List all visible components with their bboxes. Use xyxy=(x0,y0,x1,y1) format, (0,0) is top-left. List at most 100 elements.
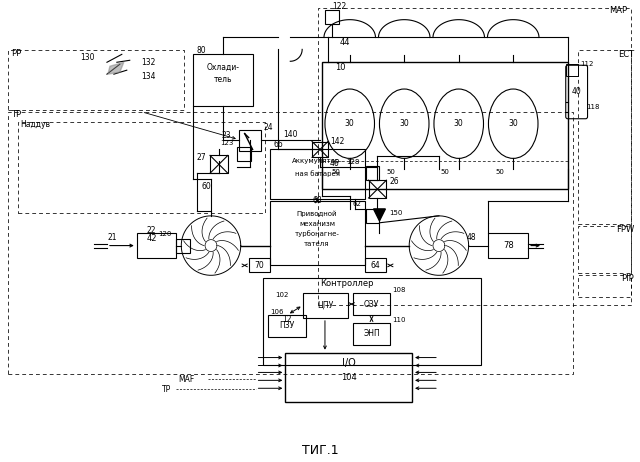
Text: ЦПУ: ЦПУ xyxy=(317,301,333,310)
Text: тателя: тателя xyxy=(304,241,330,247)
Text: MAF: MAF xyxy=(178,375,195,384)
Text: 123: 123 xyxy=(220,140,234,146)
Bar xyxy=(566,64,578,76)
Bar xyxy=(312,141,328,158)
Text: PIP: PIP xyxy=(621,274,634,283)
Text: 50: 50 xyxy=(495,169,504,175)
Text: 78: 78 xyxy=(503,241,514,250)
Text: 48: 48 xyxy=(467,233,476,242)
Text: 140: 140 xyxy=(283,130,298,139)
Bar xyxy=(353,323,390,345)
Text: 102: 102 xyxy=(275,292,289,298)
Text: 10: 10 xyxy=(335,63,346,72)
Text: 30: 30 xyxy=(345,119,355,128)
Bar xyxy=(210,155,228,173)
Text: MAP: MAP xyxy=(609,6,627,15)
Text: 30: 30 xyxy=(454,119,463,128)
Text: 132: 132 xyxy=(141,58,156,67)
Text: 68: 68 xyxy=(312,196,322,206)
Text: 21: 21 xyxy=(107,233,116,242)
Bar xyxy=(193,55,253,106)
Bar xyxy=(578,50,631,224)
Text: Охлади-: Охлади- xyxy=(206,63,239,72)
Text: FPW: FPW xyxy=(616,225,634,234)
Text: турбонагне-: турбонагне- xyxy=(294,230,339,237)
Text: PP: PP xyxy=(11,49,21,58)
Text: 22: 22 xyxy=(147,226,156,235)
Text: 122: 122 xyxy=(333,2,347,11)
Text: 27: 27 xyxy=(196,153,206,162)
Bar xyxy=(8,112,573,374)
Text: 66: 66 xyxy=(273,140,283,149)
Text: 106: 106 xyxy=(271,309,284,315)
Text: 46: 46 xyxy=(330,159,340,168)
Bar xyxy=(285,353,412,402)
Text: 80: 80 xyxy=(196,46,206,55)
Text: 50: 50 xyxy=(441,169,450,175)
Bar xyxy=(271,201,365,265)
Text: 134: 134 xyxy=(141,72,156,81)
Bar xyxy=(237,147,251,161)
Bar xyxy=(271,150,365,199)
Bar xyxy=(353,293,390,315)
Bar xyxy=(262,278,481,365)
Text: 62: 62 xyxy=(353,201,362,207)
Bar xyxy=(239,130,260,152)
Text: ΤИГ.1: ΤИГ.1 xyxy=(301,444,339,457)
Text: 120: 120 xyxy=(158,231,172,237)
Text: ПЗУ: ПЗУ xyxy=(280,322,295,330)
Text: 50: 50 xyxy=(332,169,340,175)
Text: ОЗУ: ОЗУ xyxy=(364,299,380,309)
Bar xyxy=(303,293,348,318)
Bar xyxy=(369,180,387,198)
Bar xyxy=(578,275,631,297)
Text: 108: 108 xyxy=(392,287,406,293)
Polygon shape xyxy=(374,209,385,221)
Bar xyxy=(268,315,306,337)
Text: 112: 112 xyxy=(580,61,594,67)
Text: 42: 42 xyxy=(147,234,157,243)
Text: 150: 150 xyxy=(389,210,403,216)
Text: 23: 23 xyxy=(221,131,231,140)
Text: 130: 130 xyxy=(80,53,94,62)
Text: 30: 30 xyxy=(508,119,518,128)
Bar xyxy=(365,166,380,180)
Text: 118: 118 xyxy=(586,104,600,110)
Bar xyxy=(176,239,190,253)
Bar xyxy=(137,233,176,258)
Bar xyxy=(322,62,568,189)
Text: Аккумулятор-: Аккумулятор- xyxy=(292,158,342,164)
Text: ЭНП: ЭНП xyxy=(363,329,380,338)
Text: ТР: ТР xyxy=(11,110,21,119)
Text: 30: 30 xyxy=(399,119,409,128)
Text: тель: тель xyxy=(214,74,232,84)
Bar xyxy=(365,209,380,223)
Bar xyxy=(365,258,387,272)
Text: Наддув: Наддув xyxy=(20,120,51,129)
Polygon shape xyxy=(108,62,124,74)
Text: 44: 44 xyxy=(340,38,350,47)
Bar xyxy=(8,50,184,110)
Text: 60: 60 xyxy=(201,182,211,191)
Text: ТР: ТР xyxy=(162,385,171,394)
Text: 70: 70 xyxy=(255,261,264,270)
Text: 128: 128 xyxy=(346,159,360,165)
Text: 64: 64 xyxy=(371,261,380,270)
Text: 12: 12 xyxy=(282,316,292,324)
Text: 40: 40 xyxy=(572,87,582,97)
Bar xyxy=(325,10,339,24)
Text: 50: 50 xyxy=(387,169,396,175)
Text: ная батарея: ная батарея xyxy=(294,170,340,176)
Bar xyxy=(488,233,528,258)
Bar xyxy=(18,122,266,213)
Text: 26: 26 xyxy=(389,176,399,186)
Text: Приводной: Приводной xyxy=(297,211,337,217)
Bar xyxy=(578,226,631,274)
Text: 24: 24 xyxy=(264,123,273,132)
Text: I/O: I/O xyxy=(342,358,356,367)
Bar xyxy=(318,8,631,305)
Text: Контроллер: Контроллер xyxy=(320,279,374,288)
Text: 110: 110 xyxy=(392,317,406,323)
Text: 142: 142 xyxy=(330,137,344,146)
Text: 104: 104 xyxy=(341,373,356,382)
